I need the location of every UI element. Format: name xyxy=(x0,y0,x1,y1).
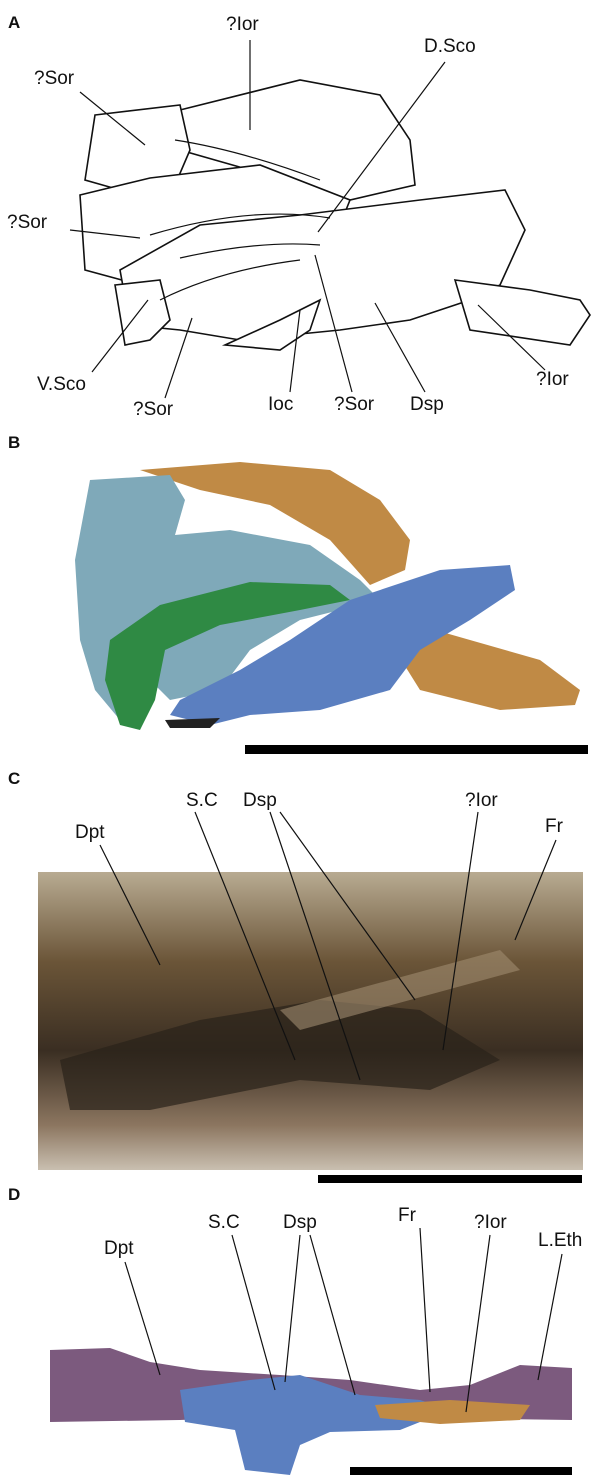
label: Ioc xyxy=(268,394,293,415)
label: L.Eth xyxy=(538,1230,582,1251)
panel-d: D Dpt S.C Dsp Fr ?Ior L.Eth xyxy=(8,1185,582,1475)
label: Fr xyxy=(398,1205,417,1226)
label: S.C xyxy=(186,790,218,811)
label: Dsp xyxy=(283,1212,317,1233)
panel-letter: C xyxy=(8,769,20,788)
scale-bar xyxy=(318,1175,582,1183)
outline xyxy=(115,280,170,345)
panel-letter: B xyxy=(8,433,20,452)
label: Dpt xyxy=(104,1238,134,1259)
label: V.Sco xyxy=(37,374,86,395)
panel-letter: A xyxy=(8,13,20,32)
shadow xyxy=(165,718,220,728)
label: Dsp xyxy=(243,790,277,811)
label: D.Sco xyxy=(424,36,476,57)
panel-b: B xyxy=(8,433,588,754)
panel-c: C Dpt S.C Dsp ?Ior Fr xyxy=(8,769,583,1183)
label: ?Ior xyxy=(226,14,259,35)
label: ?Ior xyxy=(536,369,569,390)
label: ?Sor xyxy=(7,212,48,233)
label: ?Sor xyxy=(334,394,375,415)
panel-letter: D xyxy=(8,1185,20,1204)
label: ?Sor xyxy=(34,68,75,89)
figure: A ?Ior D.Sco ?Sor ?Sor V.Sco ?Sor Ioc ?S… xyxy=(0,0,603,1481)
label: Dsp xyxy=(410,394,444,415)
panel-a: A ?Ior D.Sco ?Sor ?Sor V.Sco ?Sor Ioc ?S… xyxy=(7,13,590,420)
label: Dpt xyxy=(75,822,105,843)
label: ?Sor xyxy=(133,399,174,420)
label: Fr xyxy=(545,816,564,837)
scale-bar xyxy=(245,745,588,754)
label: ?Ior xyxy=(465,790,498,811)
label: ?Ior xyxy=(474,1212,507,1233)
outline xyxy=(455,280,590,345)
scale-bar xyxy=(350,1467,572,1475)
label: S.C xyxy=(208,1212,240,1233)
